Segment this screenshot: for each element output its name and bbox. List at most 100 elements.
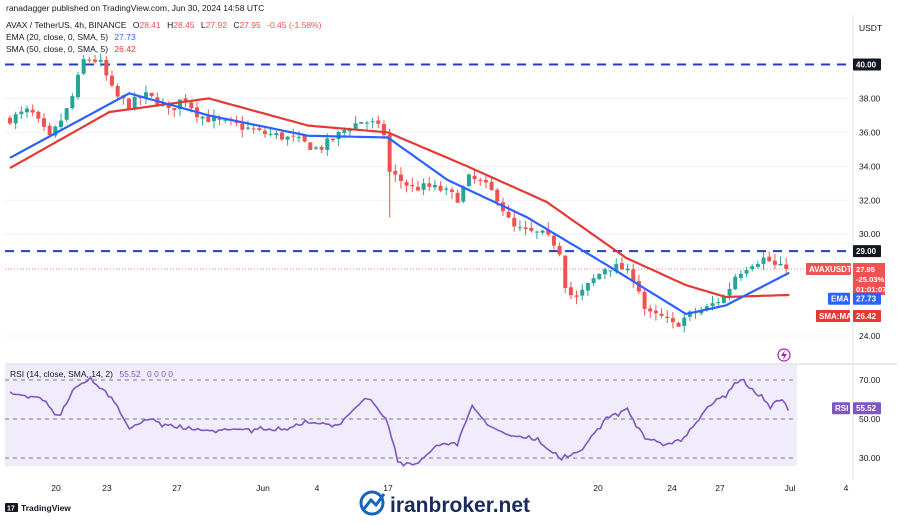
candle-body xyxy=(279,132,284,140)
candle-body xyxy=(81,59,86,74)
sma-line xyxy=(9,97,790,299)
countdown-text: 01:01:07 xyxy=(856,285,886,294)
candle-body xyxy=(296,136,301,138)
candle-body xyxy=(268,133,273,135)
candle-body xyxy=(710,303,715,307)
rsi-tick-label: 30.00 xyxy=(859,453,881,463)
time-tick-label: 24 xyxy=(667,483,677,493)
candle-body xyxy=(461,186,466,202)
candle-body xyxy=(716,302,721,304)
candle-body xyxy=(455,192,460,203)
candle-body xyxy=(517,227,522,229)
candle-body xyxy=(449,189,454,192)
level-bottom-tag-bg xyxy=(853,245,881,258)
candle-body xyxy=(761,257,766,264)
candle-body xyxy=(767,256,772,262)
rsi-panel-background xyxy=(5,365,797,466)
candle-body xyxy=(574,295,579,297)
last-price-text: 27.95 xyxy=(856,265,876,274)
rsi-tick-label: 70.00 xyxy=(859,375,881,385)
candle-body xyxy=(47,125,52,136)
candle-body xyxy=(64,108,69,120)
candle-body xyxy=(308,142,313,150)
sma-tag-bg xyxy=(816,309,850,322)
candle-body xyxy=(421,183,426,190)
candle-body xyxy=(172,108,177,111)
level-top-tag-bg xyxy=(853,58,881,71)
candle-body xyxy=(506,211,511,218)
rsi-tag: RSI xyxy=(832,402,850,415)
rsi-tag-bg xyxy=(832,402,850,415)
candle-body xyxy=(200,116,205,119)
candle-body xyxy=(347,129,352,132)
candle-body xyxy=(149,92,154,97)
candle-body xyxy=(87,59,92,61)
currency-label: USDT xyxy=(859,23,882,33)
candle-body xyxy=(36,111,41,119)
rsi-tag-text: RSI xyxy=(835,404,848,413)
candle-body xyxy=(376,120,381,124)
candle-body xyxy=(410,185,415,187)
candle-body xyxy=(495,189,500,202)
lightning-icon[interactable] xyxy=(777,348,791,362)
time-tick-label: 20 xyxy=(593,483,603,493)
candle-body xyxy=(631,269,636,282)
candle-body xyxy=(251,128,256,130)
candle-body xyxy=(53,126,58,136)
symbol-line: AVAX / TetherUS, 4h, BINANCE xyxy=(6,20,127,30)
pair-tag-bg xyxy=(806,262,851,275)
price-tick-label: 24.00 xyxy=(859,331,881,341)
price-tick-label: 34.00 xyxy=(859,161,881,171)
rsi-value-tag-bg xyxy=(853,402,881,415)
candle-body xyxy=(291,135,296,137)
grid xyxy=(5,64,850,459)
candle-body xyxy=(563,255,568,289)
candle-body xyxy=(359,122,364,124)
candle-body xyxy=(670,318,675,323)
candle-body xyxy=(608,270,613,272)
candle-body xyxy=(319,146,324,150)
candle-body xyxy=(364,122,369,124)
price-axis: 38.00 36.00 34.00 32.00 30.00 24.00 40.00 29.00… xyxy=(806,58,886,463)
candle-body xyxy=(665,316,670,319)
rsi-value-tag: 55.52 xyxy=(853,402,881,415)
candle-body xyxy=(472,175,477,180)
candle-body xyxy=(750,266,755,270)
candle-body xyxy=(772,260,777,265)
ema-tag-bg xyxy=(828,292,850,305)
time-tick-label: Jun xyxy=(256,483,270,493)
rsi-legend[interactable]: RSI (14, close, SMA, 14, 2) 55.52 0 0 0 … xyxy=(10,369,173,379)
candle-body xyxy=(211,116,216,122)
candle-body xyxy=(257,128,262,130)
publisher-line: ranadagger published on TradingView.com,… xyxy=(6,3,264,13)
price-tick-label: 32.00 xyxy=(859,195,881,205)
candle-body xyxy=(330,138,335,141)
candle-body xyxy=(370,121,375,123)
candle-body xyxy=(512,217,517,227)
time-tick-label: Jul xyxy=(785,483,796,493)
candle-body xyxy=(727,288,732,296)
candle-body xyxy=(444,188,449,190)
sma-value-tag-text: 26.42 xyxy=(856,312,877,321)
ema-legend[interactable]: EMA (20, close, 0, SMA, 5) 27.73 xyxy=(6,32,136,42)
candle-body xyxy=(183,98,188,102)
candle-body xyxy=(602,269,607,275)
candle-body xyxy=(619,263,624,270)
candle-body xyxy=(591,278,596,284)
last-price-block xyxy=(853,262,885,295)
price-tick-label: 38.00 xyxy=(859,93,881,103)
candle-body xyxy=(483,180,488,183)
candle-body xyxy=(614,264,619,272)
watermark: iranbroker.net xyxy=(359,490,530,517)
candle-body xyxy=(585,282,590,291)
time-tick-label: 20 xyxy=(51,483,61,493)
candle-body xyxy=(540,230,545,233)
brand-label: TradingView xyxy=(21,503,71,513)
candle-body xyxy=(342,130,347,133)
candle-body xyxy=(568,287,573,296)
candle-body xyxy=(597,273,602,280)
sma-legend[interactable]: SMA (50, close, 0, SMA, 5) 26.42 xyxy=(6,44,136,54)
candle-body xyxy=(489,181,494,190)
time-tick-label: 17 xyxy=(383,483,393,493)
